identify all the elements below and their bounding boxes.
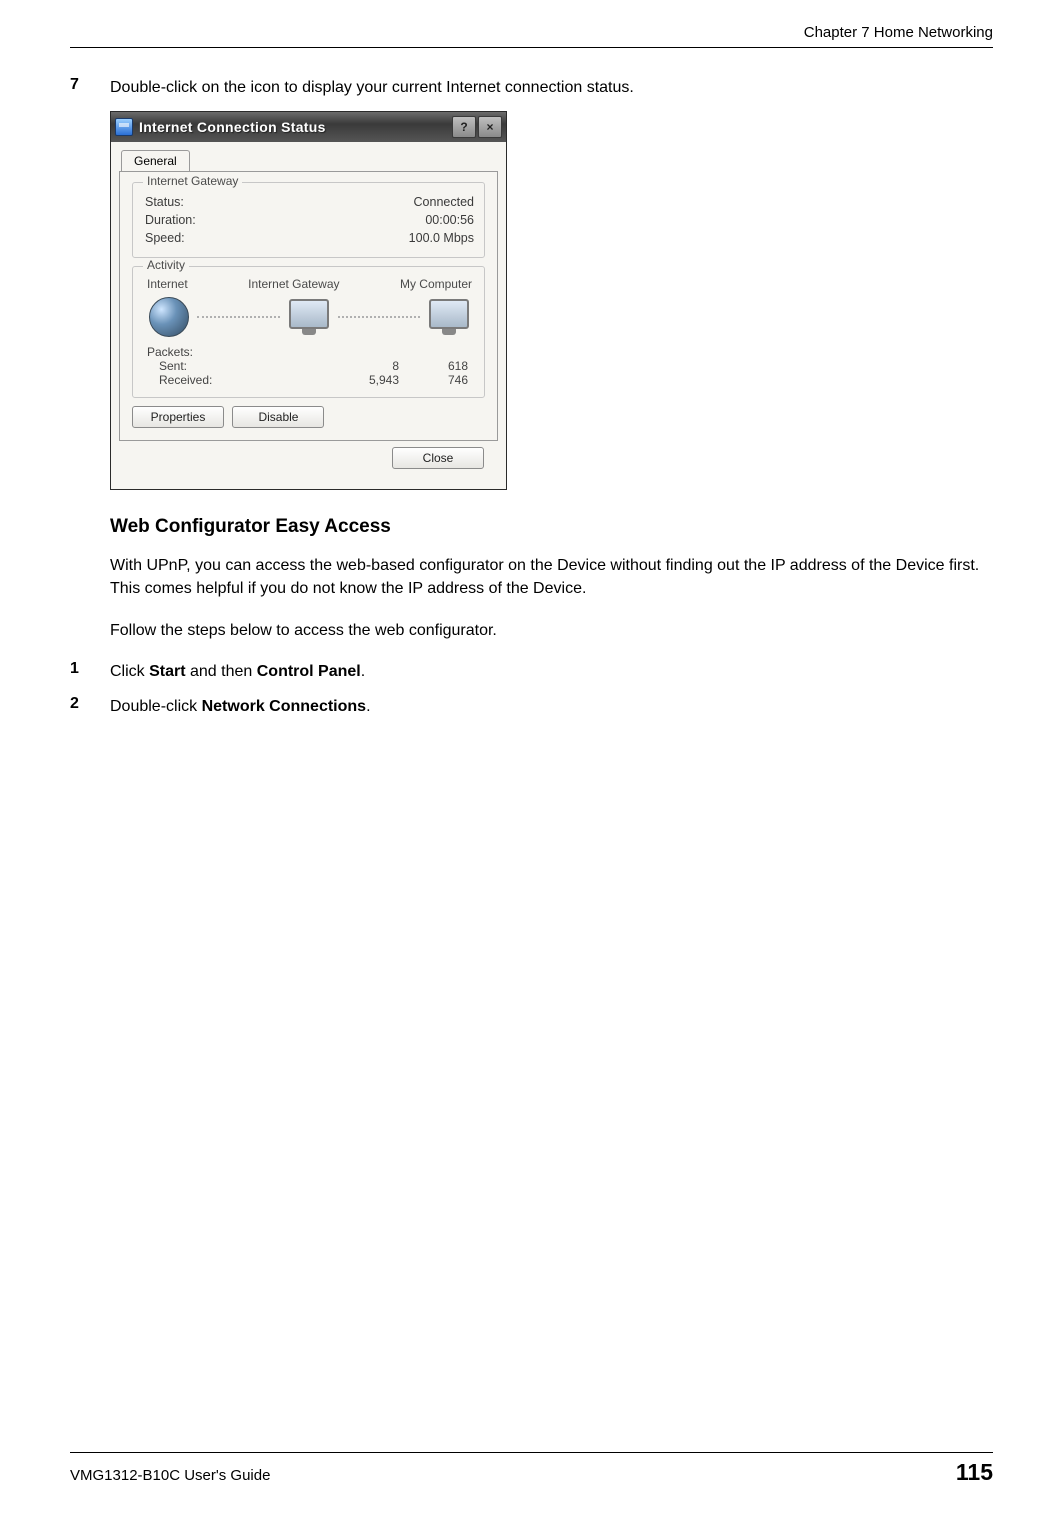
header-rule	[70, 47, 993, 48]
footer-rule	[70, 1452, 993, 1453]
globe-icon	[149, 297, 189, 337]
step-1-number: 1	[70, 660, 110, 678]
sent-label: Sent:	[145, 359, 319, 373]
group-activity: Activity Internet Internet Gateway My Co…	[132, 266, 485, 398]
speed-value: 100.0 Mbps	[409, 231, 474, 245]
gateway-icon	[288, 299, 330, 335]
step-2: 2 Double-click Network Connections.	[70, 695, 993, 718]
step-7: 7 Double-click on the icon to display yo…	[70, 76, 993, 99]
step-7-number: 7	[70, 76, 110, 94]
close-button[interactable]: Close	[392, 447, 484, 469]
dialog-title: Internet Connection Status	[139, 119, 452, 135]
help-button[interactable]: ?	[452, 116, 476, 138]
step-2-bold1: Network Connections	[202, 698, 366, 715]
group-internet-gateway: Internet Gateway Status: Connected Durat…	[132, 182, 485, 258]
status-value: Connected	[414, 195, 474, 209]
footer-pagenum: 115	[956, 1459, 993, 1486]
step-2-number: 2	[70, 695, 110, 713]
gw-sent-value: 8	[319, 359, 399, 373]
step-1-mid: and then	[186, 663, 257, 680]
group-title-gateway: Internet Gateway	[143, 174, 242, 188]
section-para-1: With UPnP, you can access the web-based …	[110, 554, 993, 600]
pc-received-value: 746	[399, 373, 474, 387]
footer-guide: VMG1312-B10C User's Guide	[70, 1467, 270, 1484]
section-para-2: Follow the steps below to access the web…	[110, 619, 993, 642]
dialog-window: Internet Connection Status ? × General I…	[110, 111, 507, 490]
connection-line-1	[197, 316, 280, 318]
step-1-bold2: Control Panel	[257, 663, 361, 680]
status-label: Status:	[145, 195, 184, 209]
chapter-header: Chapter 7 Home Networking	[70, 20, 993, 45]
col-gateway: Internet Gateway	[248, 277, 339, 291]
gw-received-value: 5,943	[319, 373, 399, 387]
disable-button[interactable]: Disable	[232, 406, 324, 428]
step-1-post: .	[361, 663, 365, 680]
step-2-text: Double-click Network Connections.	[110, 695, 993, 718]
screenshot-connection-status: Internet Connection Status ? × General I…	[110, 111, 993, 490]
step-1-text: Click Start and then Control Panel.	[110, 660, 993, 683]
connection-line-2	[338, 316, 421, 318]
close-window-button[interactable]: ×	[478, 116, 502, 138]
step-1-bold1: Start	[149, 663, 185, 680]
properties-button[interactable]: Properties	[132, 406, 224, 428]
duration-label: Duration:	[145, 213, 196, 227]
computer-icon	[428, 299, 470, 335]
tab-panel-general: Internet Gateway Status: Connected Durat…	[119, 171, 498, 441]
received-label: Received:	[145, 373, 319, 387]
step-2-pre: Double-click	[110, 698, 202, 715]
pc-sent-value: 618	[399, 359, 474, 373]
col-mycomputer: My Computer	[400, 277, 472, 291]
speed-label: Speed:	[145, 231, 185, 245]
section-heading: Web Configurator Easy Access	[110, 516, 993, 538]
group-title-activity: Activity	[143, 258, 189, 272]
step-7-text: Double-click on the icon to display your…	[110, 76, 993, 99]
col-internet: Internet	[147, 277, 188, 291]
step-2-post: .	[366, 698, 370, 715]
duration-value: 00:00:56	[425, 213, 474, 227]
step-1-pre: Click	[110, 663, 149, 680]
tab-general[interactable]: General	[121, 150, 190, 171]
step-1: 1 Click Start and then Control Panel.	[70, 660, 993, 683]
dialog-titlebar: Internet Connection Status ? ×	[111, 112, 506, 142]
packets-label: Packets:	[145, 345, 474, 359]
dialog-title-icon	[115, 118, 133, 136]
